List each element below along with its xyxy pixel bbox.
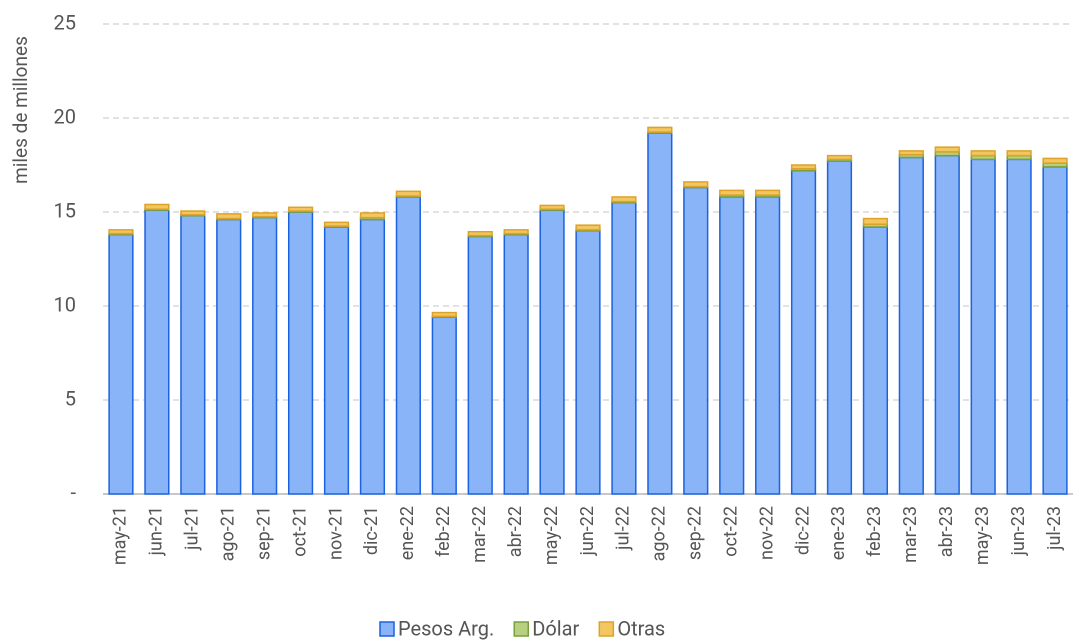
bar-segment: [790, 169, 817, 495]
y-tick-label: 5: [65, 386, 76, 410]
legend-swatch: [513, 621, 529, 637]
bar-segment: [431, 311, 457, 318]
bar-segment: [503, 233, 529, 495]
x-tick-label: abr-22: [505, 506, 526, 557]
bar-segment: [359, 218, 386, 495]
bar-segment: [790, 164, 817, 170]
x-tick-label: jun-21: [146, 506, 167, 556]
bar-segment: [575, 224, 601, 231]
bar-segment: [144, 209, 170, 495]
bar-segment: [1006, 150, 1032, 157]
bar-segment: [934, 154, 960, 495]
x-tick-label: mar-22: [469, 506, 490, 563]
x-tick-label: jul-21: [182, 506, 203, 551]
bar-segment: [216, 213, 242, 220]
x-tick-label: may-21: [110, 506, 131, 565]
x-tick-label: oct-22: [720, 506, 741, 557]
bar-segment: [467, 235, 493, 495]
bar-segment: [252, 212, 278, 218]
y-tick-label: 15: [54, 198, 76, 222]
bar-segment: [755, 196, 781, 495]
bar-segment: [252, 216, 278, 495]
bar-segment: [683, 181, 709, 188]
bar-segment: [1042, 166, 1068, 495]
bar-segment: [539, 204, 565, 210]
y-tick-label: -: [70, 480, 76, 504]
bar-segment: [287, 206, 314, 212]
x-tick-label: nov-21: [325, 506, 346, 560]
bar-segment: [539, 209, 565, 495]
x-tick-label: dic-22: [792, 506, 813, 555]
bar-segment: [611, 201, 637, 495]
x-tick-label: sep-22: [685, 506, 706, 560]
bar-segment: [431, 316, 457, 495]
bar-segment: [719, 189, 745, 196]
bar-segment: [826, 154, 853, 161]
bar-segment: [503, 229, 529, 235]
y-axis-label: miles de millones: [9, 36, 32, 184]
bar-segment: [1042, 157, 1068, 164]
bar-segment: [683, 186, 709, 495]
bar-segment: [287, 211, 314, 495]
x-tick-label: may-23: [972, 506, 993, 565]
x-tick-label: may-22: [541, 506, 562, 565]
bar-segment: [180, 215, 206, 495]
bar-segment: [755, 189, 781, 196]
x-tick-label: ene-22: [397, 506, 418, 560]
bar-segment: [216, 218, 242, 495]
x-tick-label: ago-21: [217, 506, 238, 561]
x-tick-label: mar-23: [900, 506, 921, 563]
bar-segment: [359, 212, 386, 219]
bar-segment: [467, 230, 493, 237]
bar-segment: [323, 226, 350, 495]
x-tick-label: feb-23: [864, 506, 885, 557]
x-tick-label: nov-22: [756, 506, 777, 560]
x-tick-label: jul-23: [1044, 506, 1065, 551]
bar-segment: [934, 146, 960, 153]
x-tick-label: feb-22: [433, 506, 454, 557]
bar-segment: [862, 226, 889, 495]
x-tick-label: dic-21: [361, 506, 382, 555]
x-tick-label: abr-23: [936, 506, 957, 557]
legend-swatch: [598, 621, 615, 637]
bar-segment: [970, 158, 996, 495]
x-tick-label: sep-21: [253, 506, 274, 560]
bar-segment: [144, 203, 170, 210]
bar-segment: [395, 190, 421, 197]
bar-segment: [108, 229, 134, 235]
y-tick-label: 25: [54, 10, 76, 34]
bar-segment: [647, 126, 673, 133]
x-tick-label: jun-23: [1008, 506, 1029, 556]
bar-segment: [898, 150, 924, 156]
legend-label: Pesos Arg.: [398, 616, 494, 640]
bar-segment: [323, 221, 350, 227]
bar-segment: [647, 132, 673, 495]
bar-segment: [719, 196, 745, 495]
bar-segment: [575, 230, 601, 495]
x-tick-label: jun-22: [577, 506, 598, 556]
x-tick-label: ene-23: [828, 506, 849, 560]
x-tick-label: jul-22: [613, 506, 634, 551]
legend-swatch: [379, 621, 395, 637]
legend-label: Dólar: [532, 616, 579, 640]
bar-segment: [611, 196, 637, 203]
bar-segment: [180, 210, 206, 216]
bar-segment: [862, 217, 889, 225]
legend-label: Otras: [617, 616, 665, 640]
y-tick-label: 10: [54, 292, 76, 316]
x-tick-label: oct-21: [289, 506, 310, 557]
bar-segment: [108, 233, 134, 495]
bar-segment: [898, 156, 924, 495]
bar-segment: [1006, 158, 1032, 495]
y-tick-label: 20: [54, 104, 76, 128]
bar-segment: [395, 196, 421, 495]
bar-segment: [970, 150, 996, 157]
x-tick-label: ago-22: [649, 506, 670, 561]
bar-segment: [826, 160, 853, 495]
